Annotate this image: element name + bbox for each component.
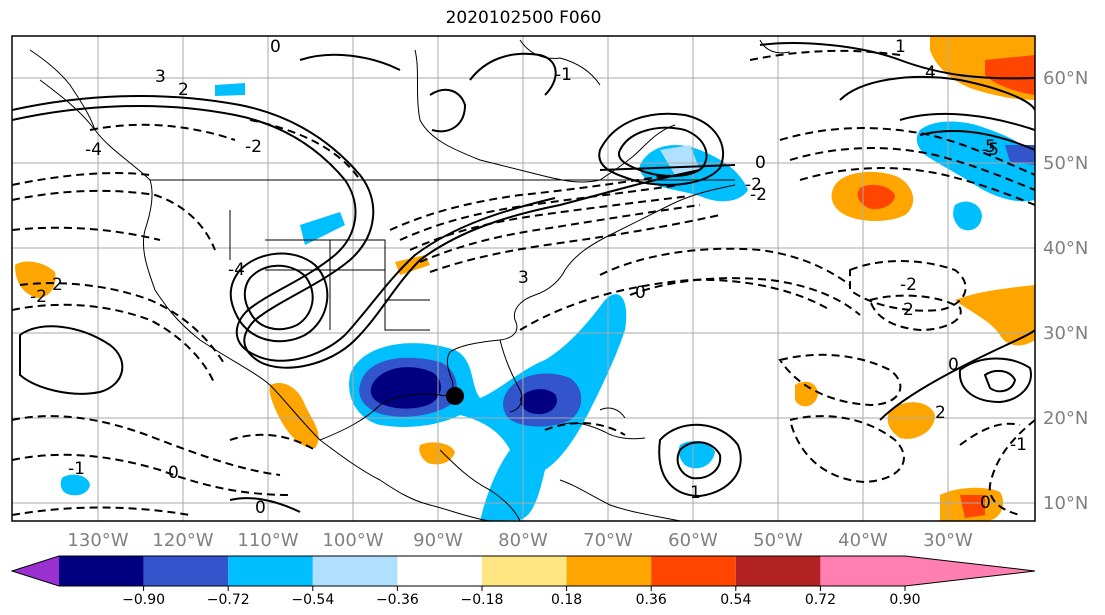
- shaded-anomalies: [15, 36, 1035, 521]
- contour-label: -4: [85, 140, 102, 160]
- solid-contours: [12, 42, 1035, 513]
- contour-label: 0: [948, 355, 959, 375]
- lon-label: 50°W: [753, 530, 803, 551]
- lon-label: 90°W: [413, 530, 463, 551]
- dashed-contours: [12, 49, 1035, 516]
- contour-label: 2: [935, 403, 946, 423]
- lon-label: 60°W: [668, 530, 718, 551]
- contour-label: 2: [52, 275, 63, 295]
- colorbar: −0.90 −0.72 −0.54 −0.36 −0.18 0.18 0.36 …: [10, 555, 1036, 608]
- lon-label: 80°W: [498, 530, 548, 551]
- lat-label: 20°N: [1043, 408, 1088, 429]
- contour-label: 0: [270, 37, 281, 57]
- colorbar-outline: [10, 555, 1036, 587]
- colorbar-tick-label: 0.54: [720, 592, 751, 608]
- contour-label: 1: [895, 37, 906, 57]
- contour-label: -2: [745, 175, 762, 195]
- colorbar-segment: [59, 556, 144, 586]
- colorbar-tick-label: 0.90: [889, 592, 920, 608]
- colorbar-segment: [482, 556, 567, 586]
- contour-label: 0: [255, 498, 266, 518]
- colorbar-tick-label: −0.90: [122, 592, 165, 608]
- colorbar-segment: [143, 556, 229, 586]
- lon-label: 120°W: [152, 530, 213, 551]
- contour-label: 2: [903, 300, 914, 320]
- contour-label: 3: [518, 268, 529, 288]
- contour-label: 0: [168, 463, 179, 483]
- colorbar-segment: [312, 556, 398, 586]
- colorbar-tick-label: 0.72: [805, 592, 836, 608]
- lon-label: 130°W: [67, 530, 128, 551]
- map-title: 2020102500 F060: [445, 8, 602, 28]
- contour-label: 0: [635, 283, 646, 303]
- coastlines: [29, 39, 791, 521]
- contour-label: -2: [750, 185, 767, 205]
- grid-lines: [12, 36, 1035, 521]
- colorbar-tick-label: −0.18: [461, 592, 504, 608]
- contour-label: -4: [228, 260, 245, 280]
- colorbar-segment: [566, 556, 652, 586]
- colorbar-ticks: [143, 586, 906, 591]
- contour-label: -1: [555, 65, 572, 85]
- colorbar-segment: [735, 556, 821, 586]
- contour-labels: 3 2 0 -2 -4 5 4 1 -1 2 0 -2 -4 2 0 -1 3 …: [30, 37, 1027, 518]
- colorbar-tick-label: −0.54: [291, 592, 334, 608]
- longitude-labels: 130°W 120°W 110°W 100°W 90°W 80°W 70°W 6…: [67, 530, 973, 551]
- lat-label: 10°N: [1043, 493, 1088, 514]
- contour-label: -1: [1010, 435, 1027, 455]
- lon-label: 70°W: [583, 530, 633, 551]
- colorbar-tick-label: 0.36: [636, 592, 667, 608]
- storm-center-marker: [446, 387, 464, 405]
- contour-label: -2: [900, 275, 917, 295]
- colorbar-tick-label: −0.36: [376, 592, 419, 608]
- lon-label: 40°W: [838, 530, 888, 551]
- contour-label: 3: [155, 67, 166, 87]
- colorbar-extend-low: [12, 556, 59, 586]
- colorbar-segment: [397, 556, 482, 586]
- lat-label: 30°N: [1043, 323, 1088, 344]
- latitude-labels: 60°N 50°N 40°N 30°N 20°N 10°N: [1043, 68, 1088, 514]
- colorbar-extend-high: [905, 556, 1035, 586]
- lon-label: 110°W: [237, 530, 298, 551]
- contour-label: -5: [982, 140, 999, 160]
- contour-label: -2: [245, 137, 262, 157]
- contour-label: 0: [755, 153, 766, 173]
- lat-label: 60°N: [1043, 68, 1088, 89]
- contour-label: 5: [985, 137, 996, 157]
- colorbar-tick-label: −0.72: [207, 592, 250, 608]
- contour-label: 1: [690, 483, 701, 503]
- contour-label: -1: [68, 459, 85, 479]
- colorbar-tick-label: 0.18: [551, 592, 582, 608]
- lon-label: 30°W: [923, 530, 973, 551]
- colorbar-segment: [228, 556, 313, 586]
- lat-label: 50°N: [1043, 153, 1088, 174]
- contour-label: 4: [925, 63, 936, 83]
- contour-label: 2: [178, 80, 189, 100]
- map-frame: [11, 35, 1036, 522]
- contour-label: 0: [980, 493, 991, 513]
- contour-label: -2: [30, 287, 47, 307]
- lat-label: 40°N: [1043, 238, 1088, 259]
- lon-label: 100°W: [322, 530, 383, 551]
- colorbar-segment: [651, 556, 736, 586]
- colorbar-segment: [820, 556, 905, 586]
